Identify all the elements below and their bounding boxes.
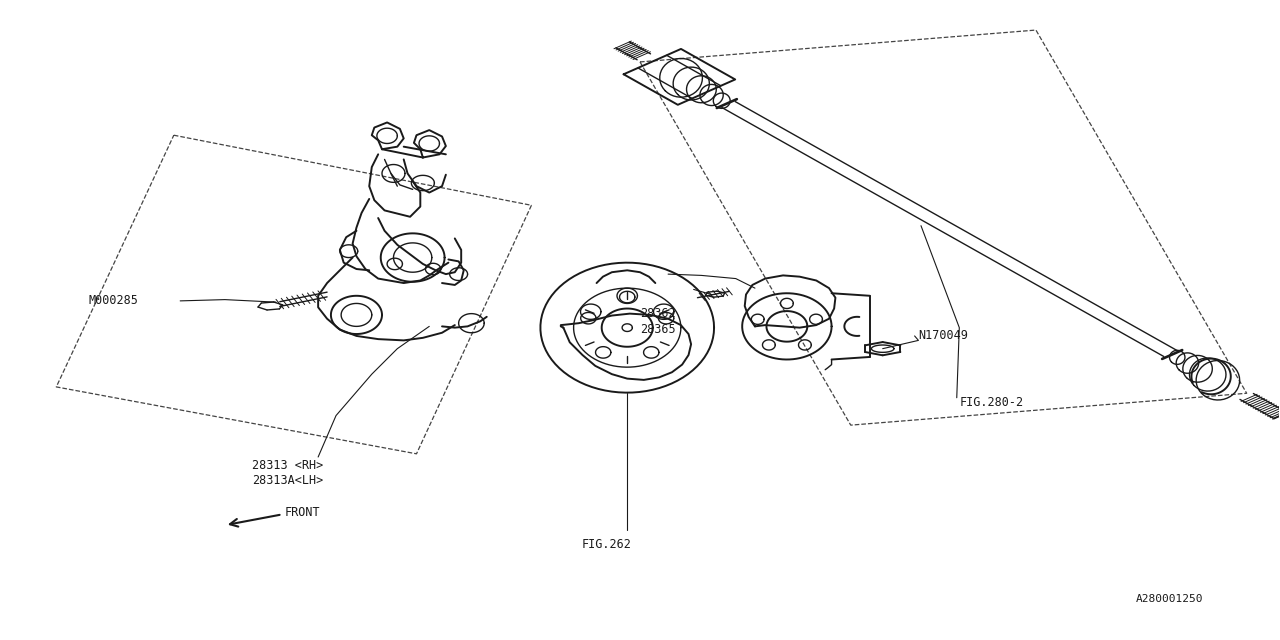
Text: 28362: 28362 <box>640 307 676 320</box>
Text: 28365: 28365 <box>640 323 676 336</box>
Text: 28313A<LH>: 28313A<LH> <box>252 474 323 487</box>
Text: A280001250: A280001250 <box>1135 594 1203 604</box>
Text: M000285: M000285 <box>88 294 138 307</box>
Text: FIG.280-2: FIG.280-2 <box>959 396 1024 410</box>
Text: FRONT: FRONT <box>285 506 320 519</box>
Text: FIG.262: FIG.262 <box>581 538 631 551</box>
Text: N170049: N170049 <box>919 330 968 342</box>
Text: 28313 <RH>: 28313 <RH> <box>252 459 323 472</box>
